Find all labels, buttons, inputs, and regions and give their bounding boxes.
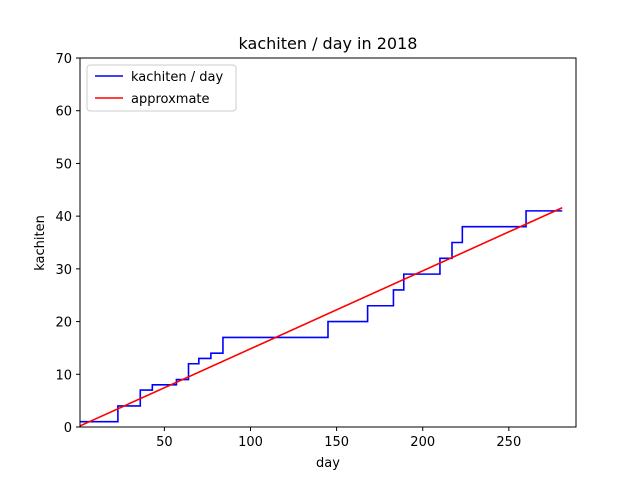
y-tick-label: 70 bbox=[55, 52, 72, 67]
series-line-approxmate bbox=[79, 206, 563, 427]
x-axis-label: day bbox=[316, 456, 340, 471]
y-tick-label: 30 bbox=[55, 263, 72, 278]
x-tick-label: 100 bbox=[238, 435, 263, 450]
legend: kachiten / day approxmate bbox=[86, 64, 237, 112]
x-tick-label: 250 bbox=[496, 435, 521, 450]
x-axis-ticks: 50 100 150 200 250 bbox=[156, 427, 521, 450]
x-tick-label: 200 bbox=[410, 435, 435, 450]
chart-title: kachiten / day in 2018 bbox=[239, 34, 418, 53]
y-tick-label: 60 bbox=[55, 105, 72, 120]
x-tick-label: 50 bbox=[156, 435, 173, 450]
x-tick-label: 150 bbox=[324, 435, 349, 450]
y-axis-label: kachiten bbox=[33, 215, 48, 271]
axes-frame bbox=[79, 57, 577, 428]
legend-label: approxmate bbox=[131, 92, 210, 107]
y-tick-label: 10 bbox=[55, 368, 72, 383]
legend-box bbox=[86, 64, 237, 112]
y-tick-label: 50 bbox=[55, 157, 72, 172]
y-tick-label: 40 bbox=[55, 210, 72, 225]
legend-label: kachiten / day bbox=[131, 70, 223, 85]
y-tick-label: 0 bbox=[64, 421, 72, 436]
series-layer bbox=[79, 206, 563, 427]
y-tick-label: 20 bbox=[55, 316, 72, 331]
y-axis-ticks: 0 10 20 30 40 50 60 70 bbox=[55, 52, 80, 436]
